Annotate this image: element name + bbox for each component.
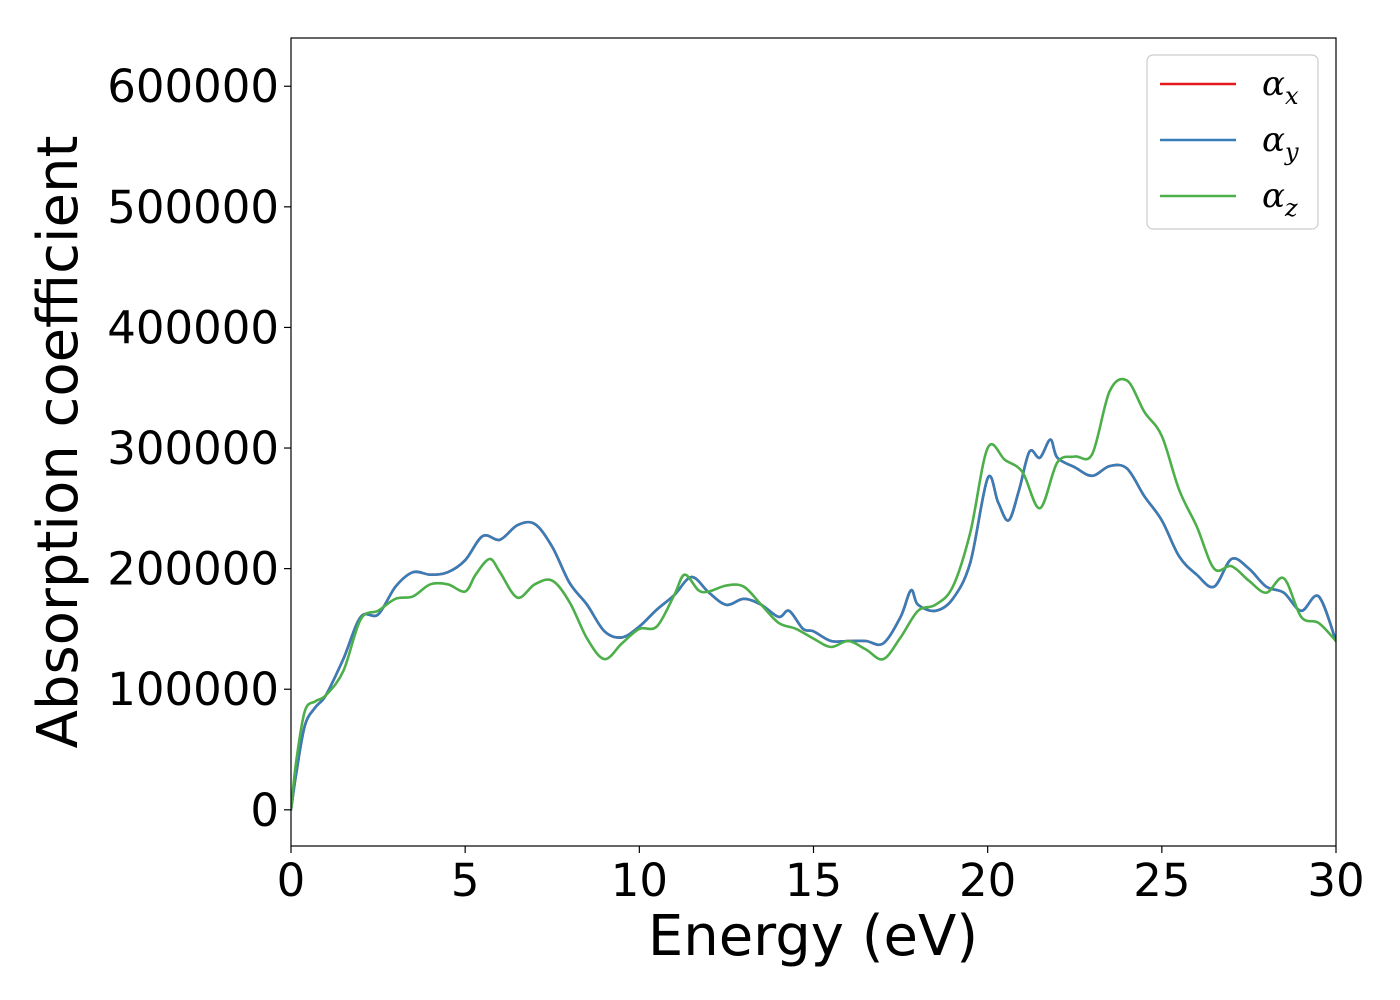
y-tick-label: 0 [250, 784, 279, 837]
y-tick-label: 100000 [107, 663, 279, 716]
series-layer [291, 377, 1336, 812]
y-tick-label: 200000 [107, 543, 279, 596]
x-tick-label: 15 [785, 854, 842, 907]
x-tick-label: 25 [1133, 854, 1190, 907]
x-tick-label: 10 [611, 854, 668, 907]
y-tick-label: 300000 [107, 422, 279, 475]
x-tick-label: 5 [451, 854, 480, 907]
y-tick-label: 600000 [107, 60, 279, 113]
y-tick-label: 400000 [107, 301, 279, 354]
x-tick-label: 20 [959, 854, 1016, 907]
x-tick-label: 0 [277, 854, 306, 907]
x-tick-label: 30 [1307, 854, 1364, 907]
x-axis: 0 5 10 15 20 25 30 [277, 846, 1365, 907]
legend-box [1146, 54, 1319, 230]
x-axis-title: Energy (eV) [648, 904, 978, 969]
y-axis-title: Absorption coefficient [26, 136, 91, 749]
y-axis: 0 100000 200000 300000 400000 500000 600000 [107, 60, 291, 837]
series-line-alpha-z [291, 377, 1336, 812]
series-line-alpha-y [291, 438, 1336, 812]
y-tick-label: 500000 [107, 181, 279, 234]
